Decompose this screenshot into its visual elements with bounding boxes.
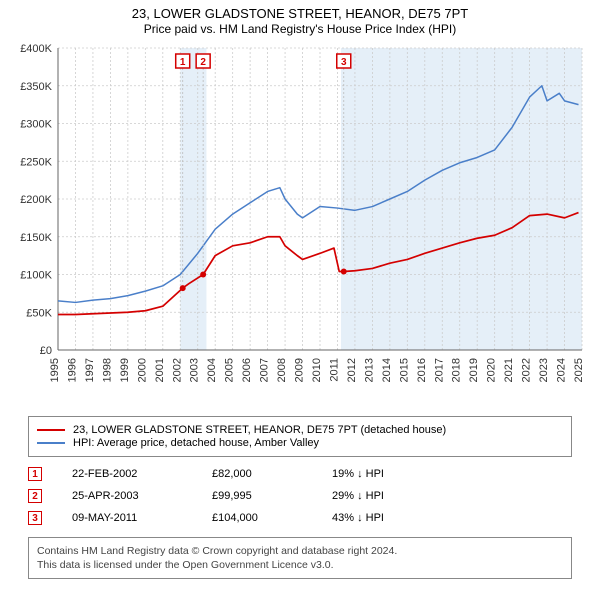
marker-price: £82,000: [212, 468, 332, 480]
svg-text:2020: 2020: [486, 358, 498, 382]
marker-row: 2 25-APR-2003£99,99529% ↓ HPI: [28, 487, 572, 505]
svg-text:1995: 1995: [49, 358, 61, 382]
marker-date: 25-APR-2003: [72, 490, 212, 502]
svg-text:2010: 2010: [311, 358, 323, 382]
sale-markers-table: 1 22-FEB-2002£82,00019% ↓ HPI 2 25-APR-2003…: [28, 465, 572, 527]
marker-row: 1 22-FEB-2002£82,00019% ↓ HPI: [28, 465, 572, 483]
svg-text:£100K: £100K: [20, 270, 52, 282]
marker-date: 09-MAY-2011: [72, 512, 212, 524]
legend-row: HPI: Average price, detached house, Ambe…: [37, 437, 563, 449]
svg-text:1998: 1998: [101, 358, 113, 382]
legend-swatch: [37, 429, 65, 431]
title-subtitle: Price paid vs. HM Land Registry's House …: [0, 22, 600, 36]
svg-text:3: 3: [341, 57, 347, 68]
svg-text:£300K: £300K: [20, 119, 52, 131]
svg-text:£400K: £400K: [20, 43, 52, 55]
marker-badge: 3: [28, 511, 42, 525]
footer-line1: Contains HM Land Registry data © Crown c…: [37, 544, 563, 558]
svg-text:2006: 2006: [241, 358, 253, 382]
svg-text:£200K: £200K: [20, 194, 52, 206]
legend-row: 23, LOWER GLADSTONE STREET, HEANOR, DE75…: [37, 424, 563, 436]
marker-badge: 1: [28, 467, 42, 481]
svg-text:£50K: £50K: [26, 307, 52, 319]
marker-diff: 29% ↓ HPI: [332, 490, 452, 502]
svg-text:2016: 2016: [416, 358, 428, 382]
svg-text:£0: £0: [40, 345, 52, 357]
svg-text:2003: 2003: [189, 358, 201, 382]
svg-text:2014: 2014: [381, 358, 393, 382]
title-block: 23, LOWER GLADSTONE STREET, HEANOR, DE75…: [0, 0, 600, 40]
svg-text:2009: 2009: [294, 358, 306, 382]
svg-text:£150K: £150K: [20, 232, 52, 244]
svg-text:2015: 2015: [398, 358, 410, 382]
svg-text:2011: 2011: [328, 358, 340, 382]
chart-container: 23, LOWER GLADSTONE STREET, HEANOR, DE75…: [0, 0, 600, 579]
marker-row: 3 09-MAY-2011£104,00043% ↓ HPI: [28, 509, 572, 527]
footer-line2: This data is licensed under the Open Gov…: [37, 558, 563, 572]
svg-text:2025: 2025: [573, 358, 585, 382]
svg-text:1999: 1999: [119, 358, 131, 382]
svg-text:2012: 2012: [346, 358, 358, 382]
svg-text:2022: 2022: [521, 358, 533, 382]
svg-text:2018: 2018: [451, 358, 463, 382]
svg-text:2007: 2007: [259, 358, 271, 382]
svg-text:2000: 2000: [136, 358, 148, 382]
line-chart-svg: £0 £50K £100K £150K £200K £250K £300K £350K £400…: [10, 40, 590, 410]
chart-area: £0 £50K £100K £150K £200K £250K £300K £350K £400…: [10, 40, 590, 410]
svg-text:2005: 2005: [224, 358, 236, 382]
marker-diff: 43% ↓ HPI: [332, 512, 452, 524]
title-address: 23, LOWER GLADSTONE STREET, HEANOR, DE75…: [0, 6, 600, 21]
svg-text:2004: 2004: [206, 358, 218, 382]
legend-box: 23, LOWER GLADSTONE STREET, HEANOR, DE75…: [28, 416, 572, 457]
svg-text:1: 1: [180, 57, 186, 68]
svg-text:2017: 2017: [433, 358, 445, 382]
legend-swatch: [37, 442, 65, 444]
marker-diff: 19% ↓ HPI: [332, 468, 452, 480]
svg-text:2021: 2021: [503, 358, 515, 382]
legend-label: 23, LOWER GLADSTONE STREET, HEANOR, DE75…: [73, 424, 446, 436]
svg-text:2001: 2001: [154, 358, 166, 382]
svg-text:2023: 2023: [538, 358, 550, 382]
svg-text:£350K: £350K: [20, 81, 52, 93]
svg-text:2002: 2002: [171, 358, 183, 382]
svg-text:2: 2: [200, 57, 206, 68]
svg-text:1996: 1996: [66, 358, 78, 382]
marker-price: £99,995: [212, 490, 332, 502]
marker-badge: 2: [28, 489, 42, 503]
svg-text:£250K: £250K: [20, 156, 52, 168]
svg-text:1997: 1997: [84, 358, 96, 382]
svg-text:2013: 2013: [363, 358, 375, 382]
marker-date: 22-FEB-2002: [72, 468, 212, 480]
footer-attribution: Contains HM Land Registry data © Crown c…: [28, 537, 572, 579]
svg-text:2008: 2008: [276, 358, 288, 382]
svg-text:2024: 2024: [556, 358, 568, 382]
marker-price: £104,000: [212, 512, 332, 524]
svg-text:2019: 2019: [468, 358, 480, 382]
legend-label: HPI: Average price, detached house, Ambe…: [73, 437, 319, 449]
